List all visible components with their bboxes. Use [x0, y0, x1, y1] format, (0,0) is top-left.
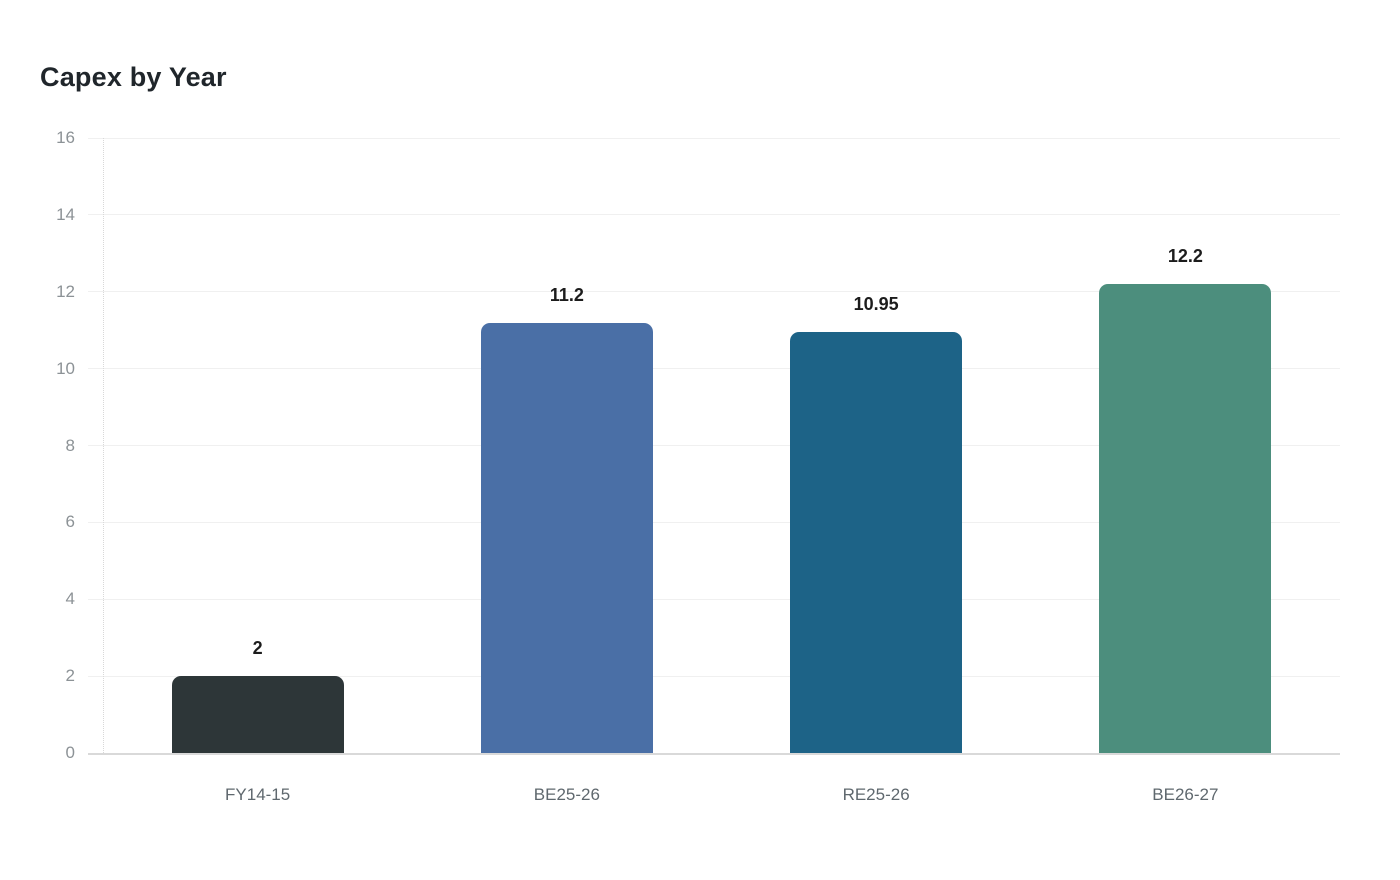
y-axis-tick-label: 6: [65, 512, 75, 532]
x-axis-category-label: BE25-26: [533, 785, 600, 804]
y-axis-tick-label: 4: [65, 589, 75, 609]
bar-value-label: 2: [252, 638, 263, 659]
bar-value-label: 10.95: [853, 294, 899, 315]
bar-RE25-26: [790, 332, 963, 753]
y-gridline: [88, 445, 1340, 446]
bar-value-label: 11.2: [549, 284, 584, 305]
x-axis-category-label: RE25-26: [842, 785, 910, 804]
bar-BE25-26: [480, 322, 653, 753]
y-axis-tick-label: 14: [56, 204, 75, 224]
x-axis-category-label: BE26-27: [1152, 785, 1219, 804]
y-axis-tick-label: 10: [56, 358, 75, 378]
y-gridline: [88, 598, 1340, 600]
bar-BE26-27: [1099, 284, 1272, 753]
y-gridline: [88, 137, 1340, 139]
y-axis-tick-label: 12: [56, 281, 75, 301]
y-axis-tick-label: 8: [65, 435, 75, 455]
y-axis-tick-label: 2: [65, 666, 75, 686]
y-gridline: [88, 521, 1340, 523]
x-axis-category-label: FY14-15: [225, 785, 291, 804]
y-axis-tick-label: 0: [65, 743, 75, 762]
plot-area: 0 2 4 6 8 10 12 14 16 2 FY14-15 11.2 BE25-26 10.95 RE2…: [56, 128, 1340, 804]
y-axis-line: [103, 138, 104, 753]
y-gridline: [88, 368, 1340, 370]
bar-FY14-15: [171, 676, 344, 753]
bar-value-label: 12.2: [1167, 246, 1203, 267]
x-axis-line: [88, 753, 1340, 755]
chart-title: Capex by Year: [40, 62, 227, 92]
y-gridline: [88, 675, 1340, 677]
y-axis-tick-label: 16: [56, 128, 75, 147]
y-gridline: [88, 291, 1340, 293]
y-gridline: [88, 214, 1340, 216]
